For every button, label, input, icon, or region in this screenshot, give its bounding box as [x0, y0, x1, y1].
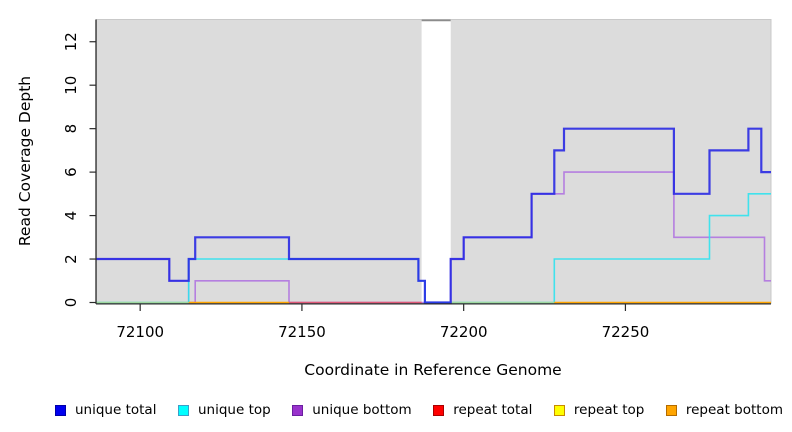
svg-text:8: 8 — [62, 124, 80, 134]
svg-text:4: 4 — [62, 211, 80, 221]
unique-total-swatch-icon — [55, 404, 66, 416]
repeat-top-swatch-icon — [553, 404, 565, 416]
svg-text:72250: 72250 — [602, 323, 650, 341]
legend-label: repeat top — [573, 402, 645, 418]
svg-text:0: 0 — [62, 298, 80, 308]
unique-bottom-swatch-icon — [292, 404, 304, 416]
unique-top-swatch-icon — [178, 404, 189, 416]
legend-item-unique-bottom: unique bottom — [292, 402, 412, 418]
legend-label: unique top — [198, 402, 271, 418]
legend: unique total unique top unique bottom re… — [55, 401, 783, 419]
legend-item-repeat-bottom: repeat bottom — [665, 402, 783, 418]
svg-text:72150: 72150 — [278, 323, 326, 341]
legend-label: repeat total — [453, 402, 533, 418]
svg-text:10: 10 — [62, 76, 80, 95]
legend-label: unique bottom — [312, 402, 412, 418]
svg-text:72100: 72100 — [116, 323, 164, 341]
legend-label: repeat bottom — [685, 402, 783, 418]
repeat-total-swatch-icon — [433, 404, 445, 416]
legend-item-repeat-total: repeat total — [433, 402, 532, 418]
svg-text:72200: 72200 — [440, 323, 488, 341]
y-axis-title: Read Coverage Depth — [16, 76, 34, 246]
svg-text:12: 12 — [62, 32, 80, 51]
x-axis-title: Coordinate in Reference Genome — [304, 361, 561, 379]
coverage-chart: Coordinate in Reference Genome Read Cove… — [16, 19, 772, 379]
legend-label: unique total — [75, 402, 157, 418]
repeat-bottom-swatch-icon — [665, 404, 677, 416]
legend-item-unique-top: unique top — [178, 402, 271, 418]
svg-text:2: 2 — [62, 254, 80, 264]
legend-item-unique-total: unique total — [55, 402, 156, 418]
legend-item-repeat-top: repeat top — [553, 402, 645, 418]
svg-text:6: 6 — [62, 167, 80, 177]
